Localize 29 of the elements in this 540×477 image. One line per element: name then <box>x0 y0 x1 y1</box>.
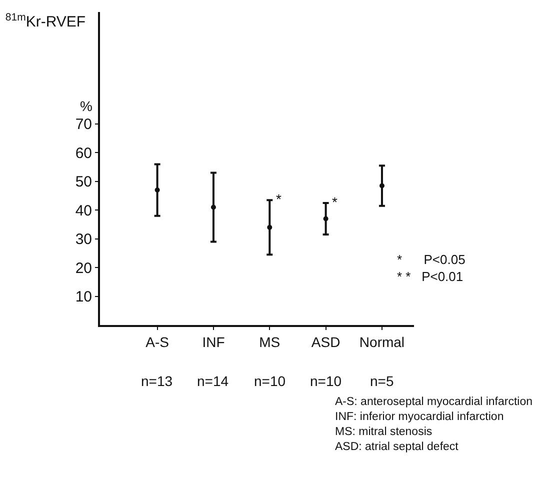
point <box>323 216 328 222</box>
y-tick-label: 20 <box>75 260 92 277</box>
text: n=13 <box>141 373 173 389</box>
annotation: * <box>332 194 338 210</box>
text: n=10 <box>310 373 342 389</box>
point <box>210 204 216 210</box>
text: n=5 <box>370 373 394 389</box>
point <box>267 224 272 230</box>
annotation: * <box>276 191 282 207</box>
y-tick-label: 50 <box>75 174 92 191</box>
x-tick-label: ASD <box>311 334 340 350</box>
annotation: * P<0.05 <box>397 252 466 267</box>
text: n=14 <box>197 373 229 389</box>
annotation: * * P<0.01 <box>397 269 464 284</box>
y-tick-label: 40 <box>75 202 92 220</box>
y-tick-label: 70 <box>75 116 92 134</box>
text: n=10 <box>254 373 286 389</box>
y-tick-label: 60 <box>75 144 92 162</box>
y-tick-label: 10 <box>75 288 92 306</box>
text: A-S: anteroseptal myocardial infarction INF: inferior myocardial infarction MS: mitral stenosis ASD: atrial septal defect <box>335 396 533 453</box>
chart-title: $^{81m}$Kr-RVEF <box>5 11 86 31</box>
point <box>154 188 160 193</box>
point <box>379 183 384 188</box>
y-axis-title: % <box>80 98 92 114</box>
x-tick-label: A-S <box>146 334 169 350</box>
x-tick-label: INF <box>202 334 225 350</box>
y-tick-label: 30 <box>75 231 92 248</box>
x-tick-label: MS <box>259 334 280 350</box>
x-tick-label: Normal <box>359 334 405 350</box>
